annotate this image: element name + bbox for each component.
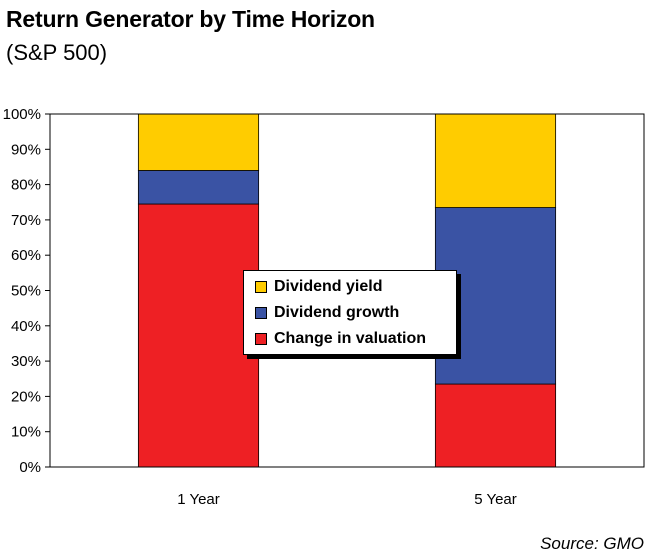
y-tick-label: 10% [11,424,41,441]
bar-segment-change-in-valuation [137,203,260,468]
bar-segment-change-in-valuation [434,383,557,468]
y-tick-label: 40% [11,318,41,335]
chart-subtitle: (S&P 500) [6,40,108,65]
legend-swatch-dividend-growth [255,307,267,319]
y-tick-label: 20% [11,388,41,405]
source-note: Source: GMO [540,534,644,553]
legend-item-dividend-growth: Dividend growth [255,304,399,322]
legend-item-dividend-yield: Dividend yield [255,278,382,296]
y-tick-label: 0% [19,459,41,476]
y-tick-label: 100% [3,106,41,123]
legend-swatch-change-in-valuation [255,333,267,345]
plot-area-frame [49,113,645,468]
y-tick-label: 70% [11,212,41,229]
bar-segment-dividend-yield [434,113,557,208]
chart-legend: Dividend yield Dividend growth Change in… [243,270,457,355]
legend-label: Dividend growth [274,304,400,321]
bar-segment-dividend-yield [137,113,260,171]
legend-label: Change in valuation [274,330,427,347]
y-tick-label: 50% [11,283,41,300]
bar-segment-dividend-growth [137,170,260,205]
legend-label: Dividend yield [274,278,383,295]
chart-title: Return Generator by Time Horizon [6,6,375,32]
y-tick-label: 30% [11,353,41,370]
y-tick-label: 90% [11,141,41,158]
legend-item-change-in-valuation: Change in valuation [255,330,426,348]
y-tick-label: 60% [11,247,41,264]
x-category-label: 5 Year [474,491,517,508]
y-tick-label: 80% [11,177,41,194]
legend-swatch-dividend-yield [255,281,267,293]
x-category-label: 1 Year [177,491,220,508]
